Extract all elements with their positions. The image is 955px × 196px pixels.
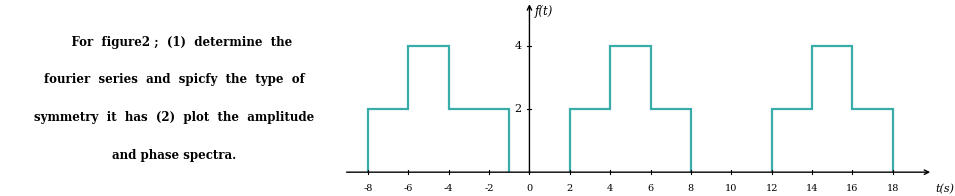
Text: 2: 2 xyxy=(566,184,573,193)
Text: 4: 4 xyxy=(514,41,521,51)
Text: 18: 18 xyxy=(886,184,899,193)
Text: -6: -6 xyxy=(404,184,414,193)
Text: 14: 14 xyxy=(806,184,818,193)
Text: 2: 2 xyxy=(514,104,521,114)
Text: 10: 10 xyxy=(725,184,737,193)
Text: -2: -2 xyxy=(484,184,494,193)
Text: symmetry  it  has  (2)  plot  the  amplitude: symmetry it has (2) plot the amplitude xyxy=(33,112,314,124)
Text: fourier  series  and  spicfy  the  type  of: fourier series and spicfy the type of xyxy=(44,74,305,86)
Text: 12: 12 xyxy=(765,184,777,193)
Text: For  figure2 ;  (1)  determine  the: For figure2 ; (1) determine the xyxy=(55,35,292,49)
Text: -4: -4 xyxy=(444,184,454,193)
Text: 0: 0 xyxy=(526,184,533,193)
Text: 4: 4 xyxy=(607,184,613,193)
Text: t(s): t(s) xyxy=(935,183,954,194)
Text: -8: -8 xyxy=(363,184,372,193)
Text: 8: 8 xyxy=(688,184,694,193)
Text: and phase spectra.: and phase spectra. xyxy=(112,149,236,162)
Text: 6: 6 xyxy=(647,184,653,193)
Text: 16: 16 xyxy=(846,184,859,193)
Text: f(t): f(t) xyxy=(535,5,553,18)
